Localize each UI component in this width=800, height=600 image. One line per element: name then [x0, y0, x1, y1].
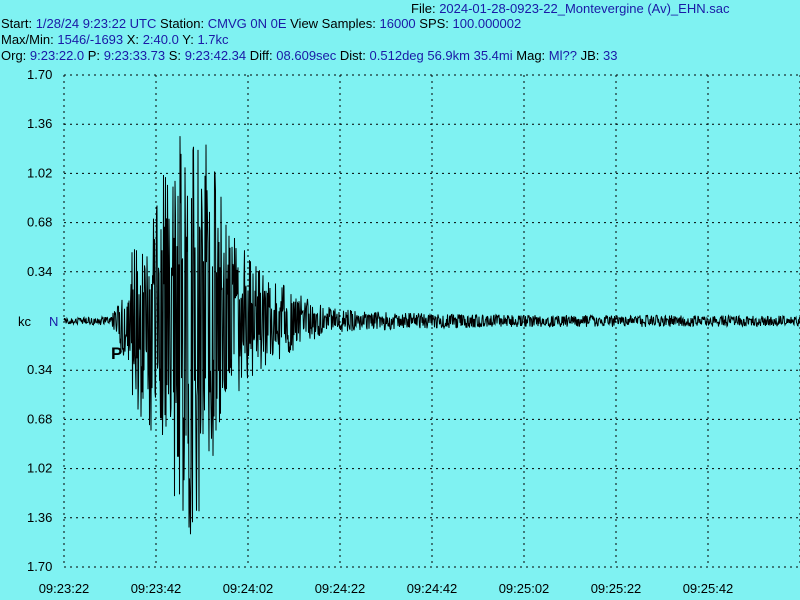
mag-value: Ml?? — [548, 48, 577, 63]
station-value: CMVG 0N 0E — [207, 16, 287, 31]
x-tick-label: 09:25:22 — [591, 581, 642, 596]
start-label: Start: — [1, 16, 33, 31]
file-label: File: — [411, 1, 436, 16]
sps-label: SPS: — [419, 16, 449, 31]
y-tick-label: 0.68 — [27, 411, 52, 426]
seismic-trace — [63, 136, 800, 535]
mag-label: Mag: — [516, 48, 546, 63]
dist-value: 0.512deg 56.9km 35.4mi — [369, 48, 513, 63]
x-value: 2:40.0 — [142, 32, 179, 47]
sps-value: 100.000002 — [452, 16, 522, 31]
zero-marker: N — [49, 314, 58, 329]
diff-value: 08.609sec — [276, 48, 337, 63]
jb-value: 33 — [603, 48, 618, 63]
y-tick-label: 1.02 — [27, 461, 52, 476]
s-label: S: — [168, 48, 182, 63]
station-label: Station: — [160, 16, 205, 31]
y-tick-label: 0.34 — [27, 362, 52, 377]
x-tick-label: 09:23:22 — [39, 581, 90, 596]
org-label: Org: — [1, 48, 27, 63]
start-line: Start: 1/28/24 9:23:22 UTC Station: CMVG… — [1, 17, 521, 31]
maxmin-line: Max/Min: 1546/-1693 X: 2:40.0 Y: 1.7kc — [1, 33, 229, 47]
start-value: 1/28/24 9:23:22 UTC — [35, 16, 157, 31]
y-label: Y: — [182, 32, 194, 47]
p-pick-marker: P — [111, 344, 122, 363]
jb-label: JB: — [580, 48, 600, 63]
y-unit-label: kc — [18, 314, 32, 329]
y-axis-ticks: 1.70 1.36 1.02 0.68 0.34 0.34 0.68 1.02 1.36 1.70 — [27, 67, 52, 574]
dist-label: Dist: — [339, 48, 366, 63]
x-tick-label: 09:25:02 — [499, 581, 550, 596]
maxmin-label: Max/Min: — [1, 32, 54, 47]
x-tick-label: 09:24:22 — [315, 581, 366, 596]
y-value: 1.7kc — [197, 32, 229, 47]
x-tick-label: 09:24:42 — [407, 581, 458, 596]
view-samples-label: View Samples: — [290, 16, 376, 31]
x-tick-label: 09:25:42 — [683, 581, 734, 596]
y-tick-label: 1.02 — [27, 165, 52, 180]
p-value: 9:23:33.73 — [103, 48, 166, 63]
y-tick-label: 0.34 — [27, 264, 52, 279]
diff-label: Diff: — [249, 48, 273, 63]
origin-line: Org: 9:23:22.0 P: 9:23:33.73 S: 9:23:42.… — [1, 49, 618, 63]
y-tick-label: 0.68 — [27, 215, 52, 230]
view-samples-value: 16000 — [379, 16, 416, 31]
maxmin-value: 1546/-1693 — [57, 32, 124, 47]
x-tick-label: 09:24:02 — [223, 581, 274, 596]
y-tick-label: 1.36 — [27, 510, 52, 525]
y-tick-label: 1.36 — [27, 116, 52, 131]
y-tick-label: 1.70 — [27, 559, 52, 574]
x-axis-ticks: 09:23:22 09:23:42 09:24:02 09:24:22 09:24:42… — [39, 581, 734, 596]
org-value: 9:23:22.0 — [29, 48, 85, 63]
file-line: File: 2024-01-28-0923-22_Montevergine (A… — [411, 2, 729, 16]
file-name: 2024-01-28-0923-22_Montevergine (Av)_EHN… — [439, 1, 730, 16]
x-label: X: — [126, 32, 140, 47]
s-value: 9:23:42.34 — [184, 48, 247, 63]
x-tick-label: 09:23:42 — [131, 581, 182, 596]
y-tick-label: 1.70 — [27, 67, 52, 82]
p-label: P: — [87, 48, 101, 63]
